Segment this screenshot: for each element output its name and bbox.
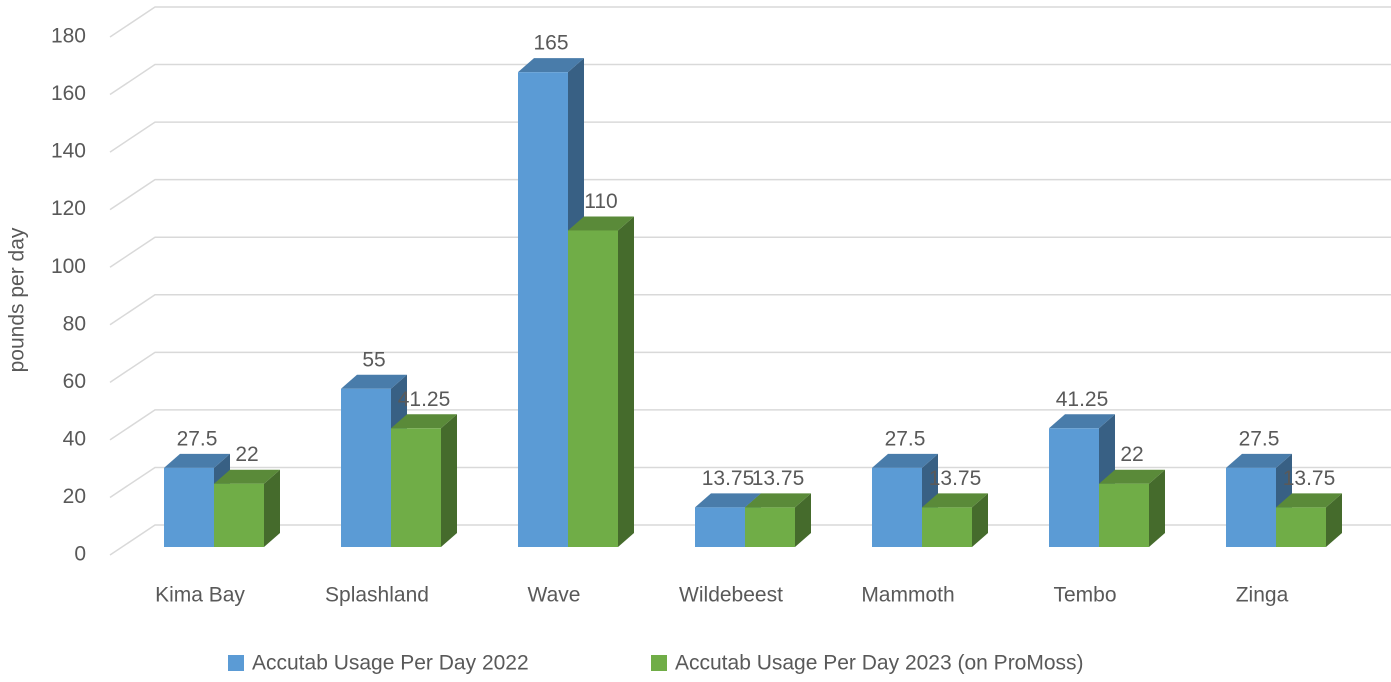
bar <box>1099 469 1165 547</box>
y-axis-label: pounds per day <box>6 227 29 372</box>
bar-top <box>922 493 988 508</box>
bar-front <box>1049 428 1099 547</box>
bar-front <box>518 72 568 548</box>
bar-top <box>341 374 407 389</box>
y-tick-label: 100 <box>51 255 86 278</box>
bar-front <box>214 483 264 547</box>
legend-label: Accutab Usage Per Day 2022 <box>252 652 529 675</box>
y-tick-label: 80 <box>63 312 86 335</box>
y-tick-label: 160 <box>51 82 86 105</box>
y-tick-label: 180 <box>51 25 86 48</box>
bar-side <box>618 216 634 547</box>
bar-side <box>972 493 988 547</box>
bar-front <box>341 388 391 547</box>
x-tick-label: Zinga <box>1236 584 1289 607</box>
bar-front <box>745 507 795 547</box>
grid-line <box>109 63 1391 96</box>
bar-top <box>872 453 938 468</box>
data-label: 41.25 <box>1056 388 1109 411</box>
bar-top <box>568 216 634 231</box>
bar-top <box>518 58 584 73</box>
bar-top <box>745 493 811 508</box>
bar-front <box>1276 507 1326 547</box>
bar <box>568 216 634 547</box>
y-tick-label: 20 <box>63 485 86 508</box>
grid-line <box>109 121 1391 153</box>
bar-front <box>391 428 441 547</box>
grid-line <box>109 6 1391 38</box>
grid-line <box>109 466 1391 499</box>
bar-top <box>695 493 761 508</box>
bar <box>1276 493 1342 547</box>
bar-top <box>1049 414 1115 429</box>
bar <box>922 493 988 547</box>
data-label: 27.5 <box>1239 427 1280 450</box>
y-tick-label: 40 <box>63 427 86 450</box>
bar-top <box>1099 469 1165 484</box>
bar-front <box>1099 483 1149 547</box>
data-label: 13.75 <box>929 467 982 490</box>
bar-front <box>872 467 922 547</box>
grid-line <box>109 236 1391 268</box>
data-label: 22 <box>1120 443 1143 466</box>
bar-front <box>922 507 972 547</box>
bar-side <box>441 414 457 547</box>
data-label: 13.75 <box>752 467 805 490</box>
x-tick-label: Tembo <box>1053 584 1116 607</box>
bar-top <box>1276 493 1342 508</box>
legend-label: Accutab Usage Per Day 2023 (on ProMoss) <box>675 652 1084 675</box>
x-tick-label: Mammoth <box>861 584 954 607</box>
data-label: 22 <box>235 443 258 466</box>
bar-top <box>164 453 230 468</box>
grid-line <box>109 178 1391 211</box>
y-tick-label: 140 <box>51 140 86 163</box>
data-label: 13.75 <box>1283 467 1336 490</box>
bar-side <box>795 493 811 547</box>
y-tick-label: 0 <box>74 543 86 566</box>
bar-front <box>1226 467 1276 547</box>
bar-front <box>695 507 745 547</box>
data-label: 41.25 <box>398 388 451 411</box>
data-label: 55 <box>362 348 385 371</box>
bar-side <box>1326 493 1342 547</box>
bar-side <box>264 469 280 547</box>
grid-line <box>109 409 1391 441</box>
x-tick-label: Wildebeest <box>679 584 783 607</box>
bar-top <box>391 414 457 429</box>
x-tick-label: Wave <box>528 584 581 607</box>
data-label: 27.5 <box>885 427 926 450</box>
bar-front <box>568 230 618 547</box>
bar-side <box>1149 469 1165 547</box>
data-label: 110 <box>584 190 617 213</box>
x-tick-label: Splashland <box>325 584 429 607</box>
bar <box>391 414 457 547</box>
bar <box>214 469 280 547</box>
data-label: 27.5 <box>177 427 218 450</box>
y-tick-label: 60 <box>63 370 86 393</box>
y-tick-label: 120 <box>51 197 86 220</box>
data-label: 165 <box>533 32 568 55</box>
bar-front <box>164 467 214 547</box>
legend-swatch <box>651 655 667 671</box>
legend-swatch <box>228 655 244 671</box>
bar <box>745 493 811 547</box>
grid-line <box>109 351 1391 383</box>
bar-top <box>214 469 280 484</box>
grid-line <box>109 294 1391 326</box>
data-label: 13.75 <box>702 467 755 490</box>
bar-top <box>1226 453 1292 468</box>
x-tick-label: Kima Bay <box>155 584 245 607</box>
